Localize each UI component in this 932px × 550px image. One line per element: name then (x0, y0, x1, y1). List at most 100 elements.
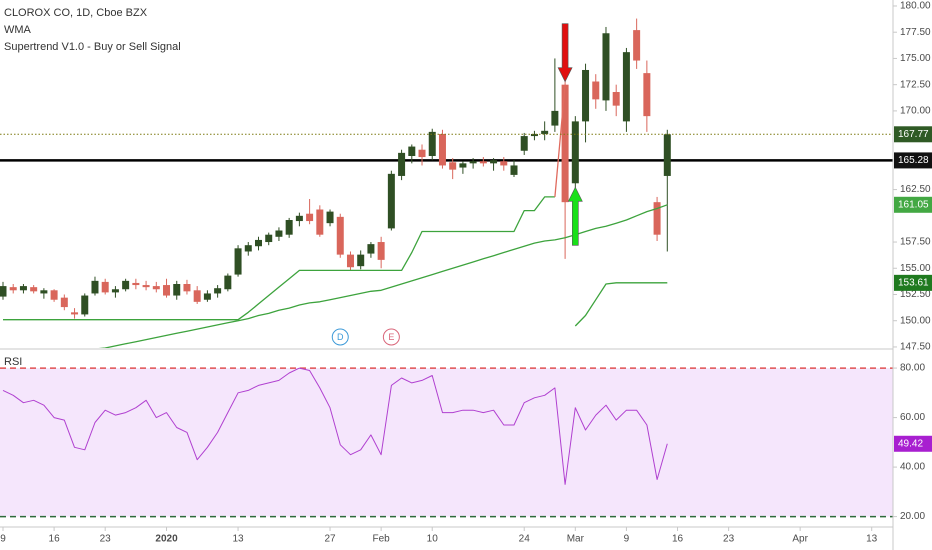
legend-entry: Supertrend V1.0 - Buy or Sell Signal (4, 41, 181, 53)
indicator-box (894, 196, 932, 213)
rsi-box-label: 49.42 (898, 438, 923, 449)
candle-body (541, 130, 549, 134)
y-tick-label: 177.50 (900, 27, 931, 38)
candle-body (193, 290, 201, 302)
candle-body (265, 234, 273, 243)
indicator-box-label: 161.05 (898, 199, 929, 210)
candle-body (173, 284, 181, 296)
candle-body (50, 290, 58, 300)
candle-body (306, 213, 314, 222)
candle-body (0, 286, 7, 297)
signal-arrow (567, 186, 583, 246)
rsi-box (894, 435, 932, 452)
x-tick-label: 27 (324, 534, 336, 545)
candle-body (469, 161, 477, 164)
candle-body (316, 209, 324, 235)
rsi-lines (0, 367, 893, 518)
y-tick-label: 162.50 (900, 184, 931, 195)
candle-body (459, 163, 467, 168)
candle-body (438, 133, 446, 166)
x-tick-label: 9 (624, 534, 630, 545)
x-tick-label: 23 (100, 534, 112, 545)
rsi-title: RSI (4, 356, 22, 368)
last-price-box-label: 167.77 (898, 129, 929, 140)
x-tick-label: 9 (0, 534, 6, 545)
candle-body (520, 136, 528, 151)
event-label: D (337, 332, 344, 342)
event-marker (331, 328, 349, 346)
candle-body (71, 312, 79, 315)
y-tick-label: 155.00 (900, 263, 931, 274)
rsi-line (2, 367, 668, 485)
x-tick-label: Apr (792, 534, 808, 545)
y-tick-label: 170.00 (900, 106, 931, 117)
y-tick-label: 20.00 (900, 511, 925, 522)
candle-body (663, 134, 671, 176)
event-label: E (388, 332, 394, 342)
indicator-line-down (554, 84, 566, 197)
indicator-line (3, 196, 668, 327)
y-tick-label: 60.00 (900, 412, 925, 423)
candle-body (449, 162, 457, 170)
candle-body (9, 287, 17, 291)
candle-body (653, 202, 661, 235)
indicator-box-label: 153.61 (898, 277, 929, 288)
candle-body (490, 160, 498, 164)
x-tick-label: 16 (672, 534, 684, 545)
candle-body (500, 161, 508, 166)
candle-body (510, 165, 518, 175)
candle-body (81, 295, 89, 315)
last-price-box (894, 126, 932, 143)
candle-body (285, 220, 293, 235)
x-tick-label: 10 (427, 534, 439, 545)
x-tick-label: 24 (519, 534, 531, 545)
x-tick-label: Feb (373, 534, 391, 545)
candle-body (111, 289, 119, 293)
candle-body (346, 254, 354, 268)
hline-box-label: 165.28 (898, 155, 929, 166)
candle-body (30, 287, 38, 292)
candle-body (132, 282, 140, 286)
candle-body (571, 121, 579, 184)
candle-body (602, 33, 610, 101)
candle-body (142, 285, 150, 288)
candle-body (234, 248, 242, 275)
y-tick-label: 172.50 (900, 79, 931, 90)
candle-body (530, 133, 538, 137)
candle-body (326, 211, 334, 224)
candle-body (163, 285, 171, 296)
hline-box (894, 152, 932, 169)
candle-body (244, 245, 252, 252)
candle-body (622, 52, 630, 122)
rsi-pane (0, 368, 893, 517)
x-tick-label: 13 (232, 534, 244, 545)
candle-body (101, 281, 109, 293)
x-tick-label: 23 (723, 534, 735, 545)
legend-entry: WMA (4, 24, 32, 36)
candle-body (203, 293, 211, 300)
candle-body (428, 131, 436, 157)
candle-body (633, 30, 641, 61)
candle-body (612, 92, 620, 106)
chart-title: CLOROX CO, 1D, Cboe BZX (4, 7, 148, 19)
candle-body (561, 84, 569, 203)
y-tick-label: 152.50 (900, 289, 931, 300)
candle-body (418, 149, 426, 158)
event-marker (382, 328, 400, 346)
x-tick-label: 2020 (155, 534, 178, 545)
candle-body (214, 288, 222, 294)
candle-body (152, 286, 160, 290)
candle-body (122, 280, 130, 290)
candle-body (40, 290, 48, 294)
y-tick-label: 175.00 (900, 53, 931, 64)
y-tick-label: 147.50 (900, 342, 931, 353)
candle-body (255, 239, 262, 247)
candle-body (387, 173, 395, 229)
rsi-band (0, 368, 893, 517)
candle-body (592, 81, 600, 100)
candle-body (398, 152, 406, 176)
